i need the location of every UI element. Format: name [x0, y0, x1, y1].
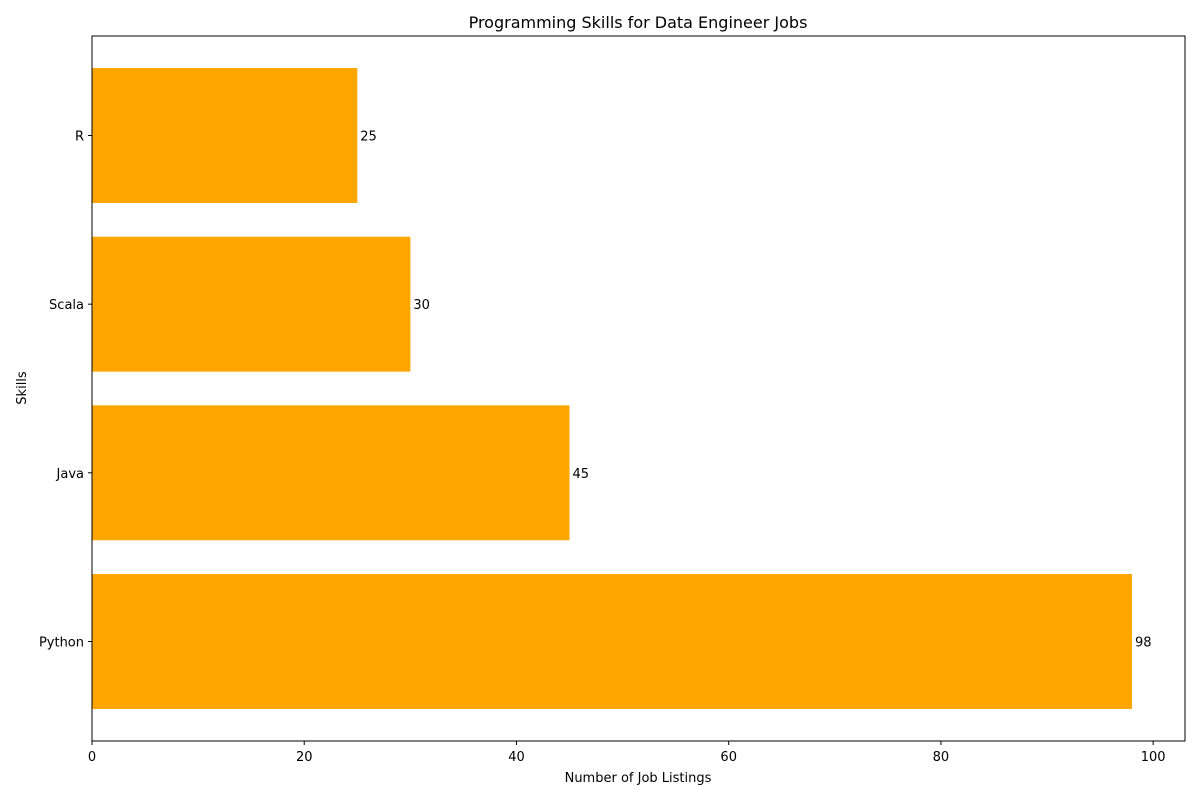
data-labels-layer: 98 45 30 25 — [360, 130, 1151, 651]
y-tick-label-r: R — [75, 130, 84, 145]
x-tick-label-20: 20 — [296, 750, 313, 765]
bar-r — [92, 68, 358, 203]
axes-layer: Python Java Scala R 0 20 40 60 80 100 — [39, 130, 1166, 765]
plot-frame — [91, 35, 1186, 742]
bars-layer — [92, 68, 1132, 709]
bar-java — [92, 405, 570, 541]
bar-python — [92, 574, 1132, 709]
y-tick-label-python: Python — [39, 635, 84, 650]
data-label-java: 45 — [573, 467, 590, 482]
data-label-r: 25 — [360, 130, 377, 145]
x-axis-label: Number of Job Listings — [565, 771, 712, 786]
x-tick-label-100: 100 — [1141, 750, 1166, 765]
data-label-scala: 30 — [413, 298, 430, 313]
data-label-python: 98 — [1135, 635, 1152, 650]
bar-scala — [92, 236, 411, 372]
x-tick-label-40: 40 — [508, 750, 525, 765]
y-tick-label-java: Java — [56, 467, 84, 482]
chart-title: Programming Skills for Data Engineer Job… — [469, 13, 808, 32]
y-axis-label: Skills — [15, 371, 30, 405]
y-tick-label-scala: Scala — [49, 298, 84, 313]
x-tick-label-80: 80 — [933, 750, 950, 765]
x-tick-label-60: 60 — [720, 750, 737, 765]
x-tick-label-0: 0 — [88, 750, 96, 765]
